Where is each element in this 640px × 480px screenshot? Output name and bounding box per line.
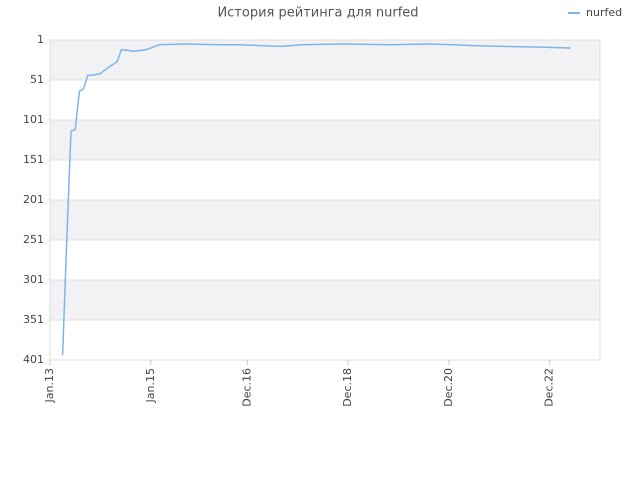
plot-band (50, 120, 600, 160)
y-tick-label: 101 (23, 113, 44, 126)
plot-band (50, 200, 600, 240)
plot-band (50, 80, 600, 120)
plot-band (50, 280, 600, 320)
y-tick-label: 151 (23, 153, 44, 166)
legend-label: nurfed (586, 6, 622, 19)
plot-band (50, 240, 600, 280)
x-tick-label: Dec.22 (543, 368, 556, 407)
series-line (61, 43, 571, 356)
y-tick-label: 1 (37, 33, 44, 46)
plot-border (49, 39, 601, 361)
y-tick-label: 51 (30, 73, 44, 86)
x-tick-label: Dec.18 (341, 368, 354, 407)
x-tick-label: Dec.20 (442, 368, 455, 407)
chart-title: История рейтинга для nurfed (217, 6, 418, 21)
y-tick-label: 401 (23, 353, 44, 366)
y-tick-label: 251 (23, 233, 44, 246)
x-tick-label: Dec.16 (240, 368, 253, 407)
y-tick-label: 201 (23, 193, 44, 206)
y-tick-label: 301 (23, 273, 44, 286)
y-tick-label: 351 (23, 313, 44, 326)
x-tick-label: Jan.15 (144, 368, 157, 403)
x-tick-label: Jan.13 (43, 368, 56, 403)
plot-band (50, 160, 600, 200)
plot-band (50, 320, 600, 360)
